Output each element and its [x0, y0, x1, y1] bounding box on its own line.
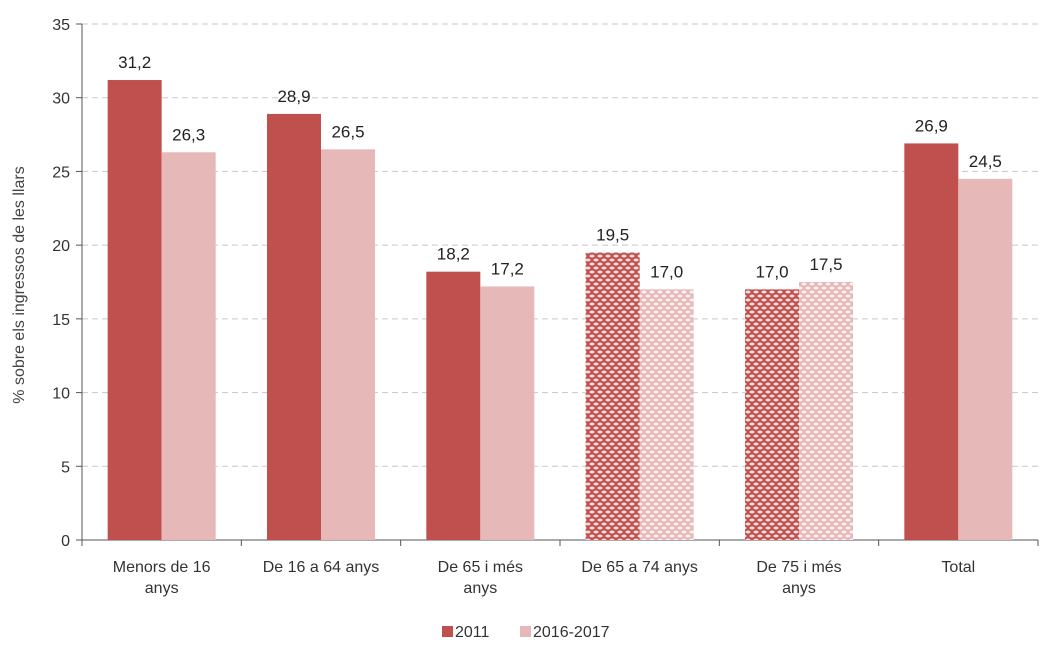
- bar-2011: [107, 80, 162, 540]
- data-label: 19,5: [596, 226, 629, 245]
- bar-2011: [745, 289, 799, 540]
- bar-2011: [267, 113, 321, 540]
- category-label: Total: [941, 559, 975, 576]
- data-label: 17,0: [755, 262, 788, 281]
- y-tick-label: 35: [52, 17, 70, 34]
- data-label: 17,0: [650, 262, 683, 281]
- data-label: 24,5: [969, 152, 1002, 171]
- bars: [107, 80, 1013, 541]
- axes: 0 5 10 15 20 25 30 35: [52, 17, 1039, 550]
- legend-swatch: [442, 626, 453, 637]
- y-tick-label: 10: [52, 386, 70, 403]
- category-label: anys: [782, 580, 816, 597]
- bar-2011: [585, 252, 640, 540]
- data-label: 26,3: [172, 125, 205, 144]
- bar-2016-2017: [639, 289, 694, 540]
- category-label: De 65 i més: [438, 559, 523, 576]
- legend-label: 2011: [455, 624, 490, 641]
- bar-2016-2017: [480, 286, 535, 540]
- bar-2011: [426, 271, 481, 540]
- data-label: 31,2: [118, 53, 151, 72]
- bar-2016-2017: [958, 178, 1013, 541]
- data-label: 26,5: [331, 122, 364, 141]
- gridlines: [82, 23, 1038, 467]
- y-axis-label: % sobre els ingressos de les llars: [11, 166, 28, 403]
- y-tick-label: 20: [52, 238, 70, 255]
- legend: 2011 2016-2017: [442, 624, 610, 641]
- category-label: anys: [463, 580, 497, 597]
- data-label: 26,9: [915, 116, 948, 135]
- y-tick-label: 30: [52, 91, 70, 108]
- y-tick-label: 5: [61, 459, 70, 476]
- data-label: 17,5: [809, 255, 842, 274]
- data-labels: 31,2 26,3 28,9 26,5 18,2 17,2 19,5 17,0 17,0 17,5…: [118, 53, 1002, 281]
- category-label: De 16 a 64 anys: [263, 559, 380, 576]
- category-labels: Menors de 16 anys De 16 a 64 anys De 65 i m…: [113, 559, 975, 597]
- category-label: Menors de 16: [113, 559, 211, 576]
- y-tick-label: 25: [52, 164, 70, 181]
- data-label: 28,9: [277, 87, 310, 106]
- bar-2016-2017: [161, 152, 216, 540]
- y-tick-label: 15: [52, 312, 70, 329]
- category-label: De 75 i més: [756, 559, 841, 576]
- bar-2016-2017: [799, 282, 853, 540]
- category-label: anys: [145, 580, 179, 597]
- bar-2016-2017: [321, 149, 375, 541]
- data-label: 18,2: [437, 245, 470, 264]
- category-label: De 65 a 74 anys: [581, 559, 698, 576]
- legend-swatch: [520, 626, 531, 637]
- bar-2011: [904, 143, 959, 540]
- data-label: 17,2: [491, 259, 524, 278]
- y-tick-label: 0: [61, 533, 70, 550]
- legend-label: 2016-2017: [533, 624, 610, 641]
